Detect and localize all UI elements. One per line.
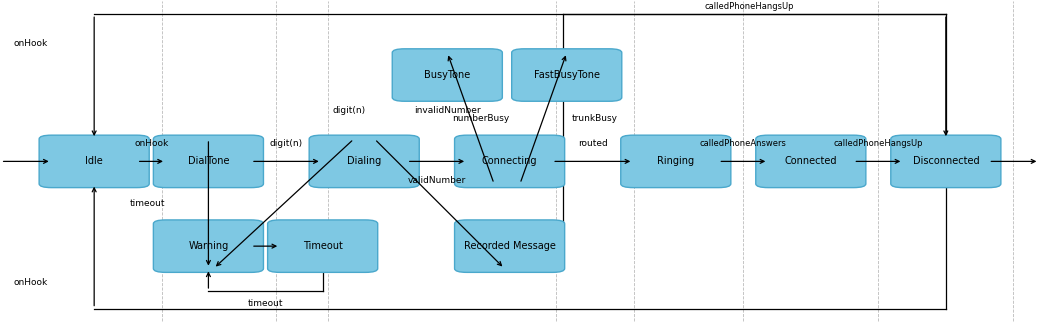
Text: Idle: Idle bbox=[85, 156, 103, 166]
FancyBboxPatch shape bbox=[621, 135, 731, 188]
Text: DialTone: DialTone bbox=[187, 156, 229, 166]
Text: invalidNumber: invalidNumber bbox=[414, 106, 480, 115]
Text: Warning: Warning bbox=[188, 241, 229, 251]
Text: Dialing: Dialing bbox=[347, 156, 382, 166]
FancyBboxPatch shape bbox=[40, 135, 149, 188]
FancyBboxPatch shape bbox=[756, 135, 866, 188]
Text: onHook: onHook bbox=[14, 279, 48, 288]
FancyBboxPatch shape bbox=[153, 135, 263, 188]
FancyBboxPatch shape bbox=[454, 220, 565, 272]
Text: Recorded Message: Recorded Message bbox=[464, 241, 555, 251]
Text: calledPhoneAnswers: calledPhoneAnswers bbox=[700, 139, 786, 148]
Text: digit(n): digit(n) bbox=[269, 139, 303, 148]
Text: Connected: Connected bbox=[784, 156, 837, 166]
FancyBboxPatch shape bbox=[153, 220, 263, 272]
Text: onHook: onHook bbox=[14, 39, 48, 48]
Text: validNumber: validNumber bbox=[408, 176, 466, 185]
Text: numberBusy: numberBusy bbox=[452, 114, 510, 123]
Text: Disconnected: Disconnected bbox=[912, 156, 979, 166]
FancyBboxPatch shape bbox=[512, 49, 622, 101]
FancyBboxPatch shape bbox=[392, 49, 502, 101]
Text: timeout: timeout bbox=[129, 199, 164, 208]
Text: Connecting: Connecting bbox=[482, 156, 538, 166]
FancyBboxPatch shape bbox=[309, 135, 419, 188]
Text: calledPhoneHangsUp: calledPhoneHangsUp bbox=[834, 139, 924, 148]
Text: onHook: onHook bbox=[134, 139, 168, 148]
Text: Ringing: Ringing bbox=[657, 156, 695, 166]
FancyBboxPatch shape bbox=[267, 220, 378, 272]
FancyBboxPatch shape bbox=[454, 135, 565, 188]
Text: calledPhoneHangsUp: calledPhoneHangsUp bbox=[704, 2, 794, 11]
FancyBboxPatch shape bbox=[891, 135, 1000, 188]
Text: trunkBusy: trunkBusy bbox=[572, 114, 618, 123]
Text: FastBusyTone: FastBusyTone bbox=[534, 70, 600, 80]
Text: timeout: timeout bbox=[248, 299, 283, 308]
Text: routed: routed bbox=[578, 139, 607, 148]
Text: BusyTone: BusyTone bbox=[424, 70, 470, 80]
Text: digit(n): digit(n) bbox=[332, 106, 365, 115]
Text: Timeout: Timeout bbox=[303, 241, 342, 251]
